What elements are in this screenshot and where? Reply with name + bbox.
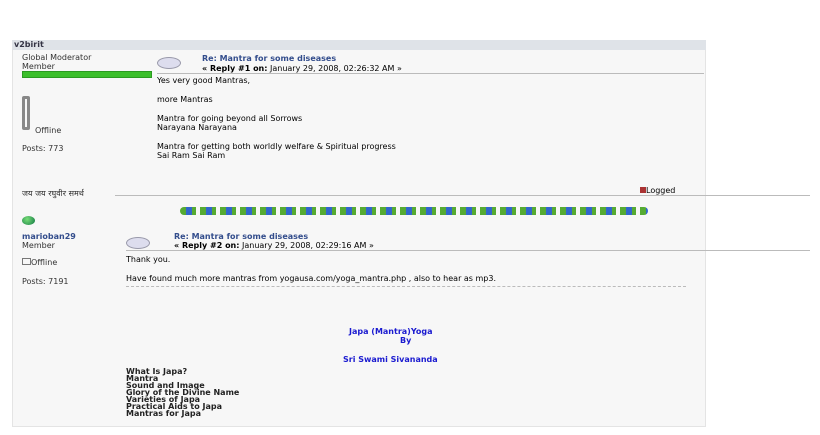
post-body-line: Thank you.	[126, 255, 171, 264]
book-author: Sri Swami Sivananda	[343, 355, 438, 364]
post-body-line: Have found much more mantras from yogaus…	[126, 274, 497, 283]
post-body-line: Mantra for going beyond all Sorrows	[157, 114, 303, 123]
post-author[interactable]: marioban29	[22, 232, 76, 241]
signature-text: जय जय रघुवीर समर्थ	[22, 189, 84, 198]
post-body-line: Narayana Narayana	[157, 123, 237, 132]
avatar	[22, 96, 30, 130]
logged-icon	[640, 187, 646, 193]
post-subject[interactable]: Re: Mantra for some diseases	[174, 232, 309, 241]
post-icon	[126, 237, 150, 249]
signature-flower-banner	[180, 207, 648, 215]
divider	[126, 286, 686, 287]
toc-item: Practical Aids to Japa	[126, 402, 222, 411]
reply-label: « Reply #2 on:	[174, 241, 240, 250]
table-of-contents: What Is Japa? Mantra Sound and Image Glo…	[126, 367, 240, 418]
globe-icon[interactable]	[22, 216, 35, 225]
author-rank: Global Moderator	[22, 53, 92, 62]
toc-item: Glory of the Divine Name	[126, 388, 240, 397]
book-by: By	[400, 336, 412, 345]
author-group: Member	[22, 62, 55, 71]
post-date: January 29, 2008, 02:29:16 AM »	[242, 241, 374, 250]
reply-label: « Reply #1 on:	[202, 64, 268, 73]
post-date: January 29, 2008, 02:26:32 AM »	[270, 64, 402, 73]
post-body-line: Mantra for getting both worldly welfare …	[157, 142, 396, 151]
post-body-line: Yes very good Mantras,	[157, 76, 251, 85]
online-status: Offline	[31, 258, 58, 267]
online-status: Offline	[35, 126, 62, 135]
book-title: Japa (Mantra)Yoga	[349, 327, 433, 336]
forum-thread	[12, 40, 706, 427]
moderator-stars	[22, 71, 152, 78]
toc-item: What Is Japa?	[126, 367, 188, 376]
post-body-line: Sai Ram Sai Ram	[157, 151, 226, 160]
post-count: Posts: 7191	[22, 277, 69, 286]
post-count: Posts: 773	[22, 144, 64, 153]
toc-item: Mantra	[126, 374, 159, 383]
logged-label: Logged	[646, 186, 676, 195]
post-icon	[157, 57, 181, 69]
offline-icon	[22, 258, 31, 265]
toc-item: Varieties of Japa	[126, 395, 201, 404]
post-author-header[interactable]: v2birit	[12, 40, 706, 50]
author-group: Member	[22, 241, 55, 250]
post-subject[interactable]: Re: Mantra for some diseases	[202, 54, 337, 63]
toc-item: Sound and Image	[126, 381, 205, 390]
post-body-line: more Mantras	[157, 95, 213, 104]
toc-item: Mantras for Japa	[126, 409, 201, 418]
